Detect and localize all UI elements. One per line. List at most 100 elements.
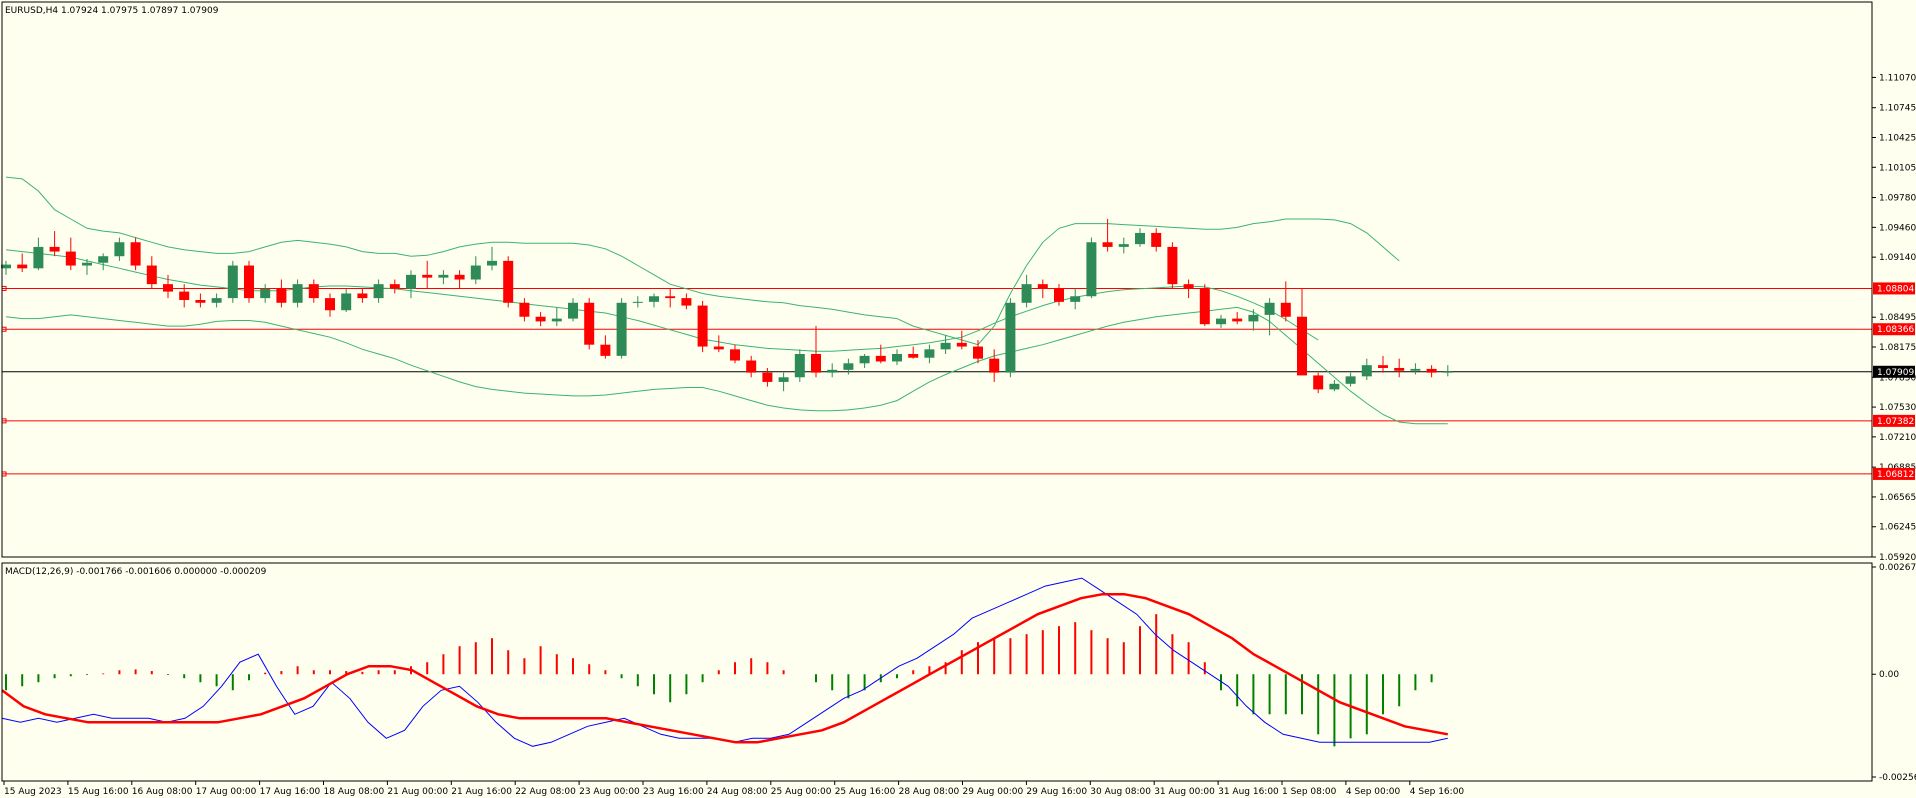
- time-tick-label: 29 Aug 00:00: [963, 787, 1024, 797]
- time-tick-label: 30 Aug 08:00: [1090, 787, 1151, 797]
- candle-bull: [924, 349, 935, 358]
- candle-bull: [1086, 242, 1097, 297]
- candle-bull: [649, 296, 659, 302]
- candle-bear: [195, 299, 206, 303]
- candle-bear: [875, 355, 886, 362]
- candle-bear: [1183, 284, 1194, 289]
- candle-bear: [730, 349, 740, 361]
- candle-bull: [406, 274, 416, 289]
- level-price-box: [1873, 282, 1915, 295]
- level-price-box: [1873, 323, 1915, 336]
- time-tick-label: 18 Aug 08:00: [324, 787, 385, 797]
- candle-bear: [454, 274, 465, 280]
- macd-pane[interactable]: [1, 577, 1449, 747]
- candle-bear: [665, 296, 676, 299]
- candle-bull: [1, 264, 11, 269]
- candle-bull: [1345, 376, 1356, 384]
- candle-bear: [1102, 242, 1113, 247]
- price-tick-label: 1.07210: [1879, 433, 1916, 443]
- candle-bear: [713, 346, 724, 350]
- candle-bear: [956, 342, 967, 347]
- candle-bull: [892, 353, 902, 362]
- candle-bear: [535, 316, 546, 322]
- time-tick-label: 24 Aug 08:00: [707, 787, 768, 797]
- candle-bull: [827, 369, 838, 373]
- time-tick-label: 23 Aug 16:00: [643, 787, 704, 797]
- candle-bull: [778, 377, 789, 382]
- candle-bull: [1361, 365, 1372, 377]
- candle-bull: [292, 284, 303, 303]
- macd-pane-border: [1, 562, 1873, 782]
- price-tick-label: 1.08175: [1879, 343, 1916, 353]
- candle-bear: [1378, 365, 1388, 368]
- time-tick-label: 29 Aug 16:00: [1026, 787, 1087, 797]
- candle-bear: [908, 353, 919, 358]
- candle-bear: [389, 284, 400, 289]
- level-price-box: [1873, 414, 1915, 427]
- price-tick-label: 1.09460: [1879, 223, 1916, 233]
- time-tick-label: 16 Aug 08:00: [132, 787, 193, 797]
- candle-bull: [1410, 368, 1421, 371]
- candle-bull: [341, 293, 352, 311]
- candle-bull: [438, 274, 449, 278]
- time-tick-label: 21 Aug 16:00: [451, 787, 512, 797]
- time-tick-label: 17 Aug 00:00: [196, 787, 257, 797]
- price-tick-label: 1.07850: [1879, 373, 1916, 383]
- candle-bear: [1199, 288, 1210, 325]
- candle-bull: [470, 265, 481, 280]
- time-tick-label: 23 Aug 00:00: [579, 787, 640, 797]
- candle-bull: [33, 246, 44, 269]
- candle-bull: [1135, 232, 1145, 245]
- time-tick-label: 28 Aug 08:00: [899, 787, 960, 797]
- price-tick-label: 1.09780: [1879, 194, 1916, 204]
- candle-bull: [1442, 371, 1453, 373]
- candle-bear: [1297, 316, 1307, 376]
- candle-bear: [422, 274, 433, 278]
- candle-bull: [487, 260, 497, 266]
- time-tick-label: 21 Aug 00:00: [387, 787, 448, 797]
- candle-bull: [1070, 296, 1081, 302]
- macd-tick-label: 0.002678: [1879, 563, 1916, 573]
- price-tick-label: 1.06245: [1879, 523, 1916, 533]
- candle-bull: [1264, 302, 1275, 315]
- candle-bear: [762, 372, 773, 382]
- candle-bear: [681, 298, 692, 306]
- candle-bear: [163, 284, 173, 292]
- candle-bull: [632, 301, 643, 303]
- candle-bull: [211, 298, 222, 303]
- candle-bear: [1280, 302, 1291, 317]
- time-tick-label: 25 Aug 00:00: [771, 787, 832, 797]
- time-tick-label: 4 Sep 16:00: [1410, 787, 1465, 797]
- band-middle-line: [5, 249, 1319, 352]
- candle-bull: [568, 302, 578, 319]
- candle-bull: [794, 353, 805, 378]
- candle-bear: [1232, 318, 1243, 322]
- candle-bear: [244, 265, 254, 299]
- candle-bull: [373, 284, 384, 299]
- candle-bear: [811, 353, 821, 373]
- candle-bear: [989, 358, 1000, 373]
- candle-bull: [82, 262, 92, 266]
- candle-bear: [65, 251, 76, 266]
- candle-bear: [1151, 232, 1162, 247]
- price-pane[interactable]: [1, 176, 1872, 477]
- level-price-label: 1.07909: [1877, 368, 1914, 378]
- price-tick-label: 1.10425: [1879, 133, 1916, 143]
- candle-bear: [1037, 284, 1048, 289]
- candle-bull: [859, 355, 870, 364]
- candle-bull: [1329, 383, 1340, 390]
- candle-bull: [1005, 302, 1016, 373]
- candle-bear: [130, 242, 141, 266]
- candle-bear: [697, 305, 708, 347]
- time-tick-label: 25 Aug 16:00: [835, 787, 896, 797]
- candle-bear: [503, 260, 514, 303]
- candle-bull: [114, 242, 125, 257]
- candle-bear: [49, 246, 60, 252]
- symbol-header: EURUSD,H4 1.07924 1.07975 1.07897 1.0790…: [5, 6, 219, 16]
- candle-bear: [584, 302, 595, 345]
- candle-bear: [1054, 288, 1064, 302]
- candle-bear: [179, 291, 190, 300]
